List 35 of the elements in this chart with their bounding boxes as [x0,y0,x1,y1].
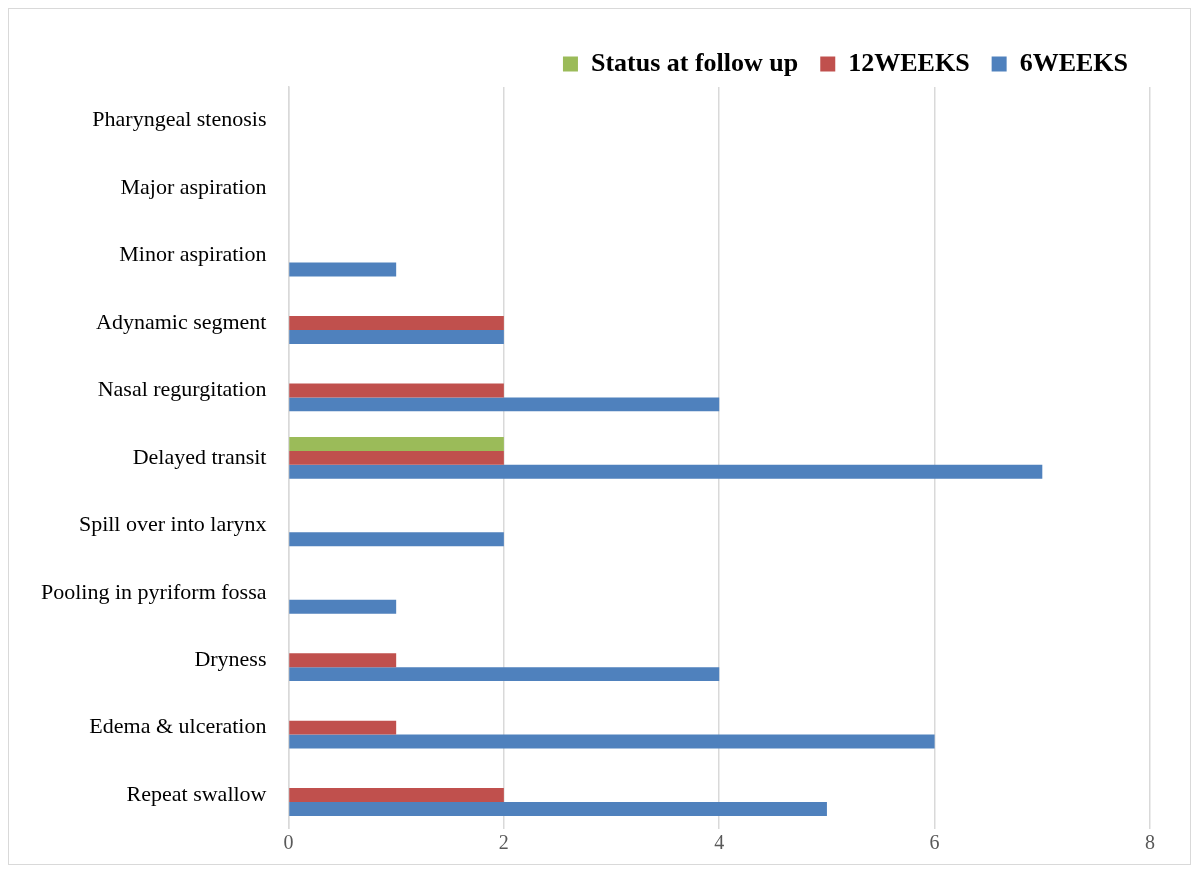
bar [289,667,720,682]
y-tick-label: Minor aspiration [119,241,267,267]
y-tick-label: Nasal regurgitation [97,376,267,402]
bar [289,788,504,803]
x-tick-label: 4 [714,831,725,854]
y-tick-label: Pharyngeal stenosis [92,106,267,132]
bar [289,734,935,749]
bar [289,464,1043,479]
y-tick-label: Edema & ulceration [89,713,267,739]
bar [289,802,827,816]
bar [289,397,720,412]
bar [289,599,397,614]
bar [289,450,504,465]
bar [289,720,397,735]
y-tick-label: Major aspiration [120,173,267,199]
y-tick-label: Repeat swallow [126,780,267,806]
y-tick-label: Spill over into larynx [78,511,267,537]
y-tick-label: Pooling in pyriform fossa [40,578,267,604]
bar [289,316,504,330]
legend-label: Status at follow up [590,47,799,77]
bar [289,653,397,668]
legend-label: 12WEEKS [848,47,970,77]
y-tick-label: Dryness [194,645,267,671]
bar [289,262,397,277]
bar [289,437,504,451]
x-tick-label: 6 [929,831,940,854]
legend-label: 6WEEKS [1019,47,1129,77]
x-tick-label: 2 [498,831,509,854]
x-tick-label: 8 [1145,831,1155,854]
x-tick-label: 0 [283,831,294,854]
bar [289,330,504,344]
bar [289,532,504,547]
y-tick-label: Adynamic segment [96,308,267,334]
bar [289,383,504,398]
y-tick-label: Delayed transit [132,443,267,469]
